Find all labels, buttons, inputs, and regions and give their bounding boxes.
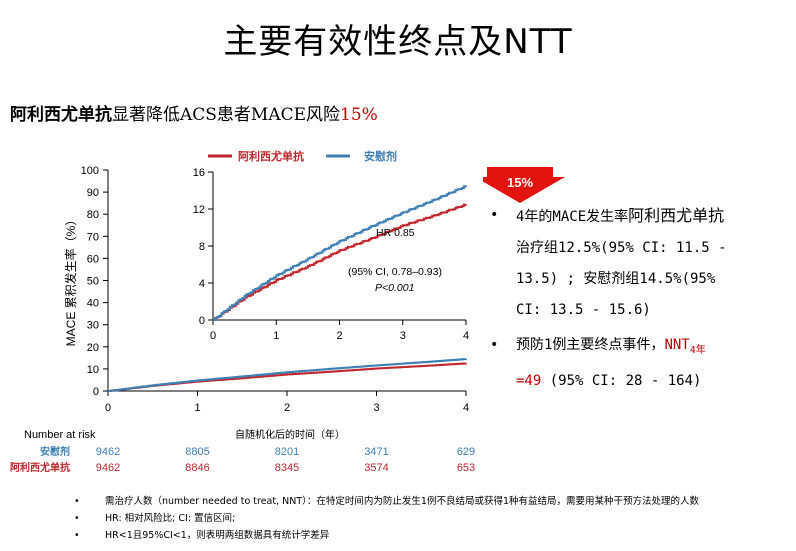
bullet-2-nnt: NNT — [664, 337, 690, 353]
x-tick-label: 2 — [284, 402, 290, 414]
reduction-arrow: 15% — [483, 167, 565, 203]
bullet-dot-icon: • — [490, 207, 499, 223]
y-tick-label: 0 — [93, 386, 99, 398]
bullet-2-nnt-value: =49 — [516, 372, 542, 389]
inset-p: P<0.001 — [375, 282, 414, 294]
bullet-dot-icon: • — [74, 496, 80, 507]
bullet-1-line-2: 治疗组12.5%(95% CI: 11.5 - — [516, 240, 727, 256]
series-line-drug — [108, 362, 467, 392]
right-panel: • 4年的MACE发生率阿利西尤单抗 治疗组12.5%(95% CI: 11.5… — [490, 200, 790, 397]
risk-row-drug-label: 阿利西尤单抗 — [10, 461, 70, 474]
risk-value: 8345 — [275, 462, 299, 474]
bullet-1-text-a: 4年的MACE发生率 — [516, 209, 629, 225]
risk-value: 3471 — [364, 446, 388, 458]
footnote-1: • 需治疗人数（number needed to treat, NNT）：在特定时… — [74, 493, 794, 510]
inset-y-tick-label: 0 — [199, 315, 205, 327]
y-tick-label: 100 — [81, 165, 99, 177]
y-tick-label: 20 — [87, 342, 99, 354]
risk-value: 8201 — [275, 446, 299, 458]
arrow-label: 15% — [507, 175, 533, 190]
bullet-1-drug: 阿利西尤单抗 — [628, 206, 725, 225]
inset-ci: (95% CI, 0.78–0.93) — [348, 266, 442, 278]
main-lines — [108, 358, 467, 392]
inset-x-tick-label: 1 — [273, 330, 279, 342]
bullet-1-line-4: CI: 13.5 - 15.6) — [516, 302, 651, 318]
inset-x-tick-label: 2 — [336, 330, 342, 342]
subtitle-pct: 15% — [340, 105, 378, 125]
inset-y-tick-label: 8 — [199, 241, 205, 253]
inset-y-tick-label: 12 — [193, 204, 205, 216]
x-tick-label: 4 — [463, 402, 469, 414]
bullet-dot-icon: • — [74, 513, 80, 524]
x-tick-label: 3 — [373, 402, 379, 414]
bullet-1-line-3: 13.5) ; 安慰剂组14.5%(95% — [516, 271, 716, 287]
inset-lines — [213, 185, 467, 321]
footnote-2: • HR: 相对风险比; CI: 置信区间; — [74, 510, 794, 527]
bullet-1: • 4年的MACE发生率阿利西尤单抗 治疗组12.5%(95% CI: 11.5… — [490, 200, 790, 326]
y-axis-label: MACE 累积发生率（%） — [63, 214, 78, 347]
inset-x-tick-label: 4 — [463, 330, 469, 342]
footnote-3: • HR<1且95%CI<1，则表明两组数据具有统计学差异 — [74, 527, 794, 544]
y-tick-label: 10 — [87, 364, 99, 376]
risk-row-placebo-label: 安慰剂 — [40, 445, 70, 458]
inset-series-line-placebo — [213, 185, 467, 321]
x-tick-label: 0 — [105, 402, 111, 414]
risk-value: 9462 — [96, 446, 120, 458]
subtitle-middle: 显著降低ACS患者MACE风险 — [112, 105, 341, 125]
legend-placebo-label: 安慰剂 — [364, 149, 397, 163]
down-arrow-icon — [483, 167, 565, 203]
y-tick-label: 90 — [87, 187, 99, 199]
inset-x-tick-label: 3 — [400, 330, 406, 342]
y-tick-label: 30 — [87, 320, 99, 332]
bullet-2-line-1: 预防1例主要终点事件，NNT4年 — [516, 330, 790, 366]
risk-value: 629 — [457, 446, 475, 458]
bullet-2-text-a: 预防1例主要终点事件， — [516, 337, 665, 353]
footnote-3-text: HR<1且95%CI<1，则表明两组数据具有统计学差异 — [105, 530, 330, 541]
footnote-2-text: HR: 相对风险比; CI: 置信区间; — [105, 513, 236, 524]
y-tick-label: 80 — [87, 209, 99, 221]
inset-hr: HR 0.85 — [376, 227, 415, 239]
page-title: 主要有效性终点及NTT — [223, 22, 573, 62]
bullet-2: • 预防1例主要终点事件，NNT4年 =49 (95% CI: 28 - 164… — [490, 330, 790, 397]
bullet-2-nnt-sub: 4年 — [689, 344, 706, 356]
y-tick-label: 70 — [87, 231, 99, 243]
inset-series-line-drug — [213, 203, 467, 321]
series-line-placebo — [108, 358, 467, 392]
bullet-dot-icon: • — [490, 337, 499, 353]
risk-value: 8846 — [185, 462, 209, 474]
y-tick-label: 60 — [87, 253, 99, 265]
y-tick-label: 50 — [87, 276, 99, 288]
footnote-1-text: 需治疗人数（number needed to treat, NNT）：在特定时间… — [105, 496, 699, 507]
bullet-2-ci: (95% CI: 28 - 164) — [541, 372, 702, 389]
bullet-2-line-2: =49 (95% CI: 28 - 164) — [516, 366, 790, 397]
x-axis-label: 自随机化后的时间（年） — [235, 428, 345, 441]
footnotes: • 需治疗人数（number needed to treat, NNT）：在特定时… — [74, 493, 794, 544]
y-tick-label: 40 — [87, 298, 99, 310]
risk-values: 9462 8805 8201 3471 629 9462 8846 8345 3574 653 — [96, 446, 475, 474]
bullet-1-line-1: 4年的MACE发生率阿利西尤单抗 — [516, 200, 790, 233]
x-tick-label: 1 — [194, 402, 200, 414]
risk-value: 9462 — [96, 462, 120, 474]
bullet-dot-icon: • — [74, 530, 80, 541]
risk-value: 8805 — [185, 446, 209, 458]
risk-value: 3574 — [364, 462, 388, 474]
risk-table-title: Number at risk — [24, 429, 96, 441]
risk-value: 653 — [457, 462, 475, 474]
inset-y-tick-label: 4 — [199, 278, 205, 290]
subtitle: 阿利西尤单抗显著降低ACS患者MACE风险15% — [10, 100, 378, 125]
legend-drug-label: 阿利西尤单抗 — [238, 149, 304, 163]
inset-y-tick-label: 16 — [193, 167, 205, 179]
subtitle-drug: 阿利西尤单抗 — [10, 105, 112, 125]
inset-x-tick-label: 0 — [210, 330, 216, 342]
